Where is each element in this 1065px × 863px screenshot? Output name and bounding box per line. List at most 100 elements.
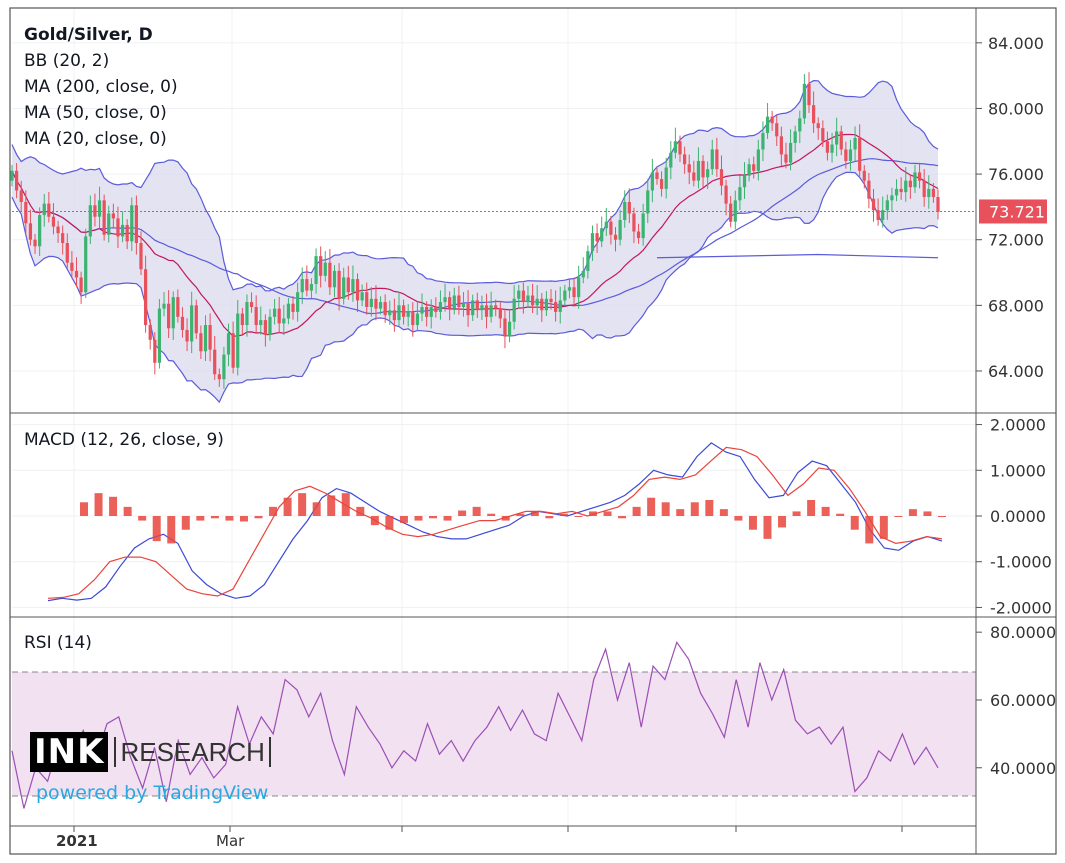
candle bbox=[171, 297, 175, 329]
candle bbox=[139, 242, 143, 270]
candle bbox=[245, 302, 249, 326]
macd-histogram-bar bbox=[676, 509, 685, 516]
candle bbox=[696, 160, 701, 181]
macd-tick-label: -1.0000 bbox=[990, 553, 1052, 572]
candle bbox=[51, 216, 56, 227]
candle bbox=[332, 270, 337, 288]
candle bbox=[14, 170, 19, 191]
candle bbox=[19, 190, 23, 202]
candle bbox=[231, 333, 235, 368]
macd-histogram-bar bbox=[647, 497, 656, 516]
macd-histogram-bar bbox=[269, 506, 278, 516]
candle bbox=[636, 231, 641, 239]
candle bbox=[185, 329, 189, 342]
macd-histogram-bar bbox=[632, 506, 641, 516]
candle bbox=[162, 303, 166, 309]
candle bbox=[236, 313, 240, 368]
macd-title[interactable]: MACD (12, 26, close, 9) bbox=[24, 430, 224, 450]
candle bbox=[549, 298, 553, 303]
rsi-band bbox=[12, 672, 976, 796]
candle bbox=[913, 172, 917, 188]
candle bbox=[894, 188, 899, 196]
axes[interactable]: 84.000 80.000 76.000 72.000 68.000 64.000 73.7… bbox=[56, 34, 1056, 850]
macd-histogram-bar bbox=[748, 516, 757, 530]
candle bbox=[401, 305, 406, 317]
candle bbox=[346, 277, 350, 293]
powered-by-tradingview[interactable]: powered by TradingView bbox=[36, 782, 269, 804]
indicator-ma50[interactable]: MA (50, close, 0) bbox=[24, 103, 167, 123]
candle bbox=[176, 297, 180, 317]
indicator-ma20[interactable]: MA (20, close, 0) bbox=[24, 129, 167, 149]
macd-histogram-bar bbox=[196, 516, 205, 521]
macd-histogram-bar bbox=[559, 513, 568, 516]
candle bbox=[807, 83, 811, 106]
candle bbox=[365, 292, 369, 307]
macd-histogram-bar bbox=[356, 506, 365, 516]
rsi-tick-label: 40.0000 bbox=[990, 759, 1056, 778]
candle bbox=[378, 302, 383, 309]
candle bbox=[867, 180, 871, 199]
candle bbox=[47, 203, 51, 217]
rsi-title[interactable]: RSI (14) bbox=[24, 633, 92, 653]
candle bbox=[535, 298, 539, 306]
candle bbox=[853, 137, 857, 150]
macd-histogram-bar bbox=[792, 511, 801, 516]
candle bbox=[876, 210, 880, 221]
macd-tick-label: -2.0000 bbox=[990, 598, 1052, 617]
macd-histogram-bar bbox=[778, 516, 787, 528]
candle bbox=[540, 298, 544, 311]
macd-histogram-bar bbox=[574, 516, 583, 517]
candle bbox=[180, 316, 185, 330]
candle bbox=[61, 233, 65, 243]
macd-histogram-bar bbox=[908, 509, 917, 516]
candle bbox=[761, 133, 765, 150]
candle bbox=[756, 149, 760, 171]
macd-tick-label: 1.0000 bbox=[990, 461, 1046, 480]
candle bbox=[167, 303, 171, 329]
macd-histogram-bar bbox=[690, 502, 699, 516]
candle bbox=[411, 311, 415, 326]
candle bbox=[65, 242, 69, 263]
candle bbox=[503, 318, 507, 337]
candle bbox=[397, 305, 401, 321]
candle bbox=[194, 305, 198, 334]
candle bbox=[742, 175, 747, 188]
bollinger-lower bbox=[11, 171, 939, 404]
candle bbox=[494, 305, 498, 309]
candle bbox=[692, 172, 696, 181]
candle bbox=[927, 188, 931, 198]
macd-histogram-bar bbox=[923, 511, 932, 516]
rsi-line bbox=[11, 640, 939, 809]
macd-histogram-bar bbox=[210, 516, 219, 519]
candle bbox=[858, 137, 862, 171]
candle bbox=[655, 172, 659, 180]
candle bbox=[752, 164, 756, 171]
indicator-bb[interactable]: BB (20, 2) bbox=[24, 51, 110, 71]
candle bbox=[577, 277, 581, 298]
candle bbox=[249, 302, 254, 307]
candle bbox=[770, 116, 774, 124]
macd-histogram-bar bbox=[341, 493, 350, 516]
candle bbox=[309, 284, 314, 291]
macd-line bbox=[47, 442, 943, 602]
candle bbox=[729, 203, 733, 222]
candle bbox=[581, 270, 585, 278]
candle bbox=[480, 305, 484, 311]
candle bbox=[28, 223, 33, 240]
candle bbox=[93, 205, 97, 217]
candle bbox=[724, 185, 728, 204]
candle bbox=[779, 136, 783, 155]
candle bbox=[931, 188, 936, 198]
time-tick-label: 2021 bbox=[56, 832, 98, 850]
candle bbox=[517, 290, 521, 299]
candle bbox=[240, 313, 244, 326]
signal-line bbox=[47, 446, 943, 599]
candle bbox=[715, 149, 719, 170]
macd-histogram-bar bbox=[545, 516, 554, 519]
indicator-ma200[interactable]: MA (200, close, 0) bbox=[24, 77, 178, 97]
macd-histogram-bar bbox=[225, 516, 234, 521]
candle bbox=[291, 303, 295, 312]
macd-histogram-bar bbox=[879, 516, 888, 539]
candle bbox=[217, 374, 221, 380]
